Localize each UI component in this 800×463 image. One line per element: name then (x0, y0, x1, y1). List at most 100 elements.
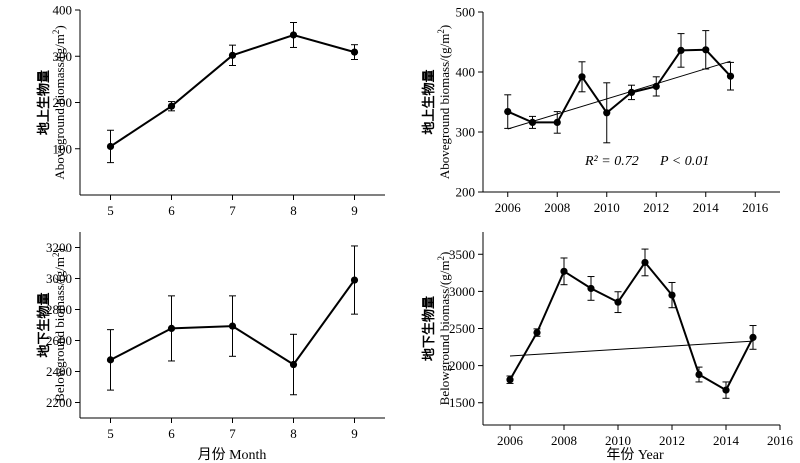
x-tick-label: 2008 (551, 433, 577, 448)
panel-above-year: 200 300 400 500 2006 2008 2010 2012 2014 2016 地上生物… (421, 5, 780, 215)
data-point (533, 328, 541, 337)
y-tick-label: 3500 (449, 247, 475, 262)
panel-above-month: 100 200 300 400 5 6 7 8 9 地上生物量Aboveground biomas… (36, 3, 385, 218)
y-tick-label: 100 (53, 141, 73, 156)
y-tick-label: 400 (456, 65, 476, 80)
panel-below-month: 2200 2400 2600 2800 3000 3200 5 6 7 8 9 地下生物量Belowg… (36, 232, 385, 441)
x-tick-label: 7 (229, 426, 236, 441)
x-tick-label: 2006 (495, 200, 522, 215)
y-tick-label: 1500 (449, 395, 475, 410)
x-title-year: 年份 Year (606, 447, 664, 463)
y-tick-label: 3000 (449, 284, 475, 299)
y-axis-title-end: ) (437, 252, 452, 256)
data-point (289, 31, 298, 39)
y-tick-label: 3000 (46, 271, 72, 286)
y-tick-label: 500 (456, 5, 476, 20)
data-point (289, 360, 298, 369)
data-point (167, 102, 176, 110)
x-tick-label: 6 (168, 426, 175, 441)
x-tick-label: 2012 (659, 433, 685, 448)
y-tick-label: 2800 (46, 302, 72, 317)
trend-line (507, 60, 731, 130)
data-point (749, 333, 757, 342)
x-tick-label: 7 (229, 203, 236, 218)
y-axis-title-en: Belowground biomass/(g/m (437, 261, 452, 406)
x-tick-label: 2010 (594, 200, 620, 215)
data-point (641, 258, 649, 267)
p-value-label: P < 0.01 (659, 154, 709, 169)
data-point (504, 108, 512, 116)
x-tick-label: 2012 (643, 200, 669, 215)
y-axis-title: 地下生物量Belowground biomass/(g/m2) (421, 252, 452, 406)
trend-line (509, 340, 754, 357)
data-point (228, 51, 237, 59)
data-point (702, 46, 710, 54)
data-point (350, 276, 359, 284)
y-axis-title-en: Belowground biomass/(g/m (52, 257, 67, 402)
series-line (509, 260, 754, 392)
x-tick-label: 2016 (767, 433, 794, 448)
data-point (627, 88, 636, 96)
y-axis-title-sup: 2 (436, 29, 446, 34)
data-point (668, 291, 676, 299)
y-axis-title-sup: 2 (51, 30, 61, 35)
y-axis-title: 地下生物量Belowground biomass/(g/m2) (36, 248, 67, 402)
x-tick-label: 5 (107, 426, 114, 441)
data-point (578, 73, 586, 81)
data-point (614, 298, 622, 306)
panel-below-year: 1500 2000 2500 3000 3500 2006 2008 2010 2012 2014… (421, 232, 794, 448)
data-point (677, 46, 685, 55)
data-point (722, 386, 730, 394)
y-axis-title: 地上生物量Aboveground biomass/(g/m2) (36, 25, 67, 179)
y-tick-label: 2400 (46, 364, 72, 379)
data-point (603, 109, 611, 117)
y-axis-title: 地上生物量Aboveground biomass/(g/m2) (421, 25, 452, 179)
data-point (695, 370, 703, 379)
x-title-month: 月份 Month (198, 447, 267, 463)
data-point (726, 72, 735, 80)
data-point (506, 376, 514, 384)
x-tick-label: 9 (351, 203, 358, 218)
y-tick-label: 200 (53, 95, 73, 110)
series-line (507, 48, 732, 124)
y-axis-title-en: Aboveground biomass/(g/m (52, 34, 67, 180)
y-axis-title-en: Aboveground biomass/(g/m (437, 34, 452, 180)
data-point (167, 324, 176, 333)
x-tick-label: 2010 (605, 433, 631, 448)
data-point (587, 284, 595, 293)
x-tick-label: 8 (290, 426, 297, 441)
y-tick-label: 400 (53, 3, 73, 18)
y-axis-title-sup: 2 (436, 256, 446, 261)
y-axis-title-cn: 地上生物量 (421, 69, 436, 134)
data-point (560, 267, 568, 275)
data-point (228, 322, 237, 330)
y-tick-label: 2000 (449, 358, 475, 373)
y-tick-label: 3200 (46, 240, 72, 255)
x-tick-label: 6 (168, 203, 175, 218)
y-tick-label: 2200 (46, 395, 72, 410)
y-tick-label: 200 (456, 185, 476, 200)
y-axis-title-end: ) (437, 25, 452, 29)
x-tick-label: 5 (107, 203, 114, 218)
y-axis-title-end: ) (52, 248, 67, 252)
data-point (553, 118, 561, 126)
x-tick-label: 2006 (497, 433, 524, 448)
x-tick-label: 2014 (693, 200, 720, 215)
data-point (528, 118, 537, 126)
y-axis-title-end: ) (52, 25, 67, 29)
r-squared-label: R² = 0.72 (584, 154, 639, 169)
data-point (652, 82, 660, 90)
x-tick-label: 9 (351, 426, 358, 441)
y-axis-title-cn: 地上生物量 (36, 70, 51, 135)
y-tick-label: 300 (456, 125, 476, 140)
data-point (106, 142, 115, 151)
y-axis-title-sup: 2 (51, 253, 61, 258)
x-tick-label: 2014 (713, 433, 740, 448)
y-axis-title-cn: 地下生物量 (36, 292, 51, 357)
y-axis-title-cn: 地下生物量 (421, 296, 436, 361)
data-point (106, 356, 115, 364)
x-tick-label: 2008 (544, 200, 570, 215)
y-tick-label: 300 (53, 49, 73, 64)
y-tick-label: 2600 (46, 333, 72, 348)
